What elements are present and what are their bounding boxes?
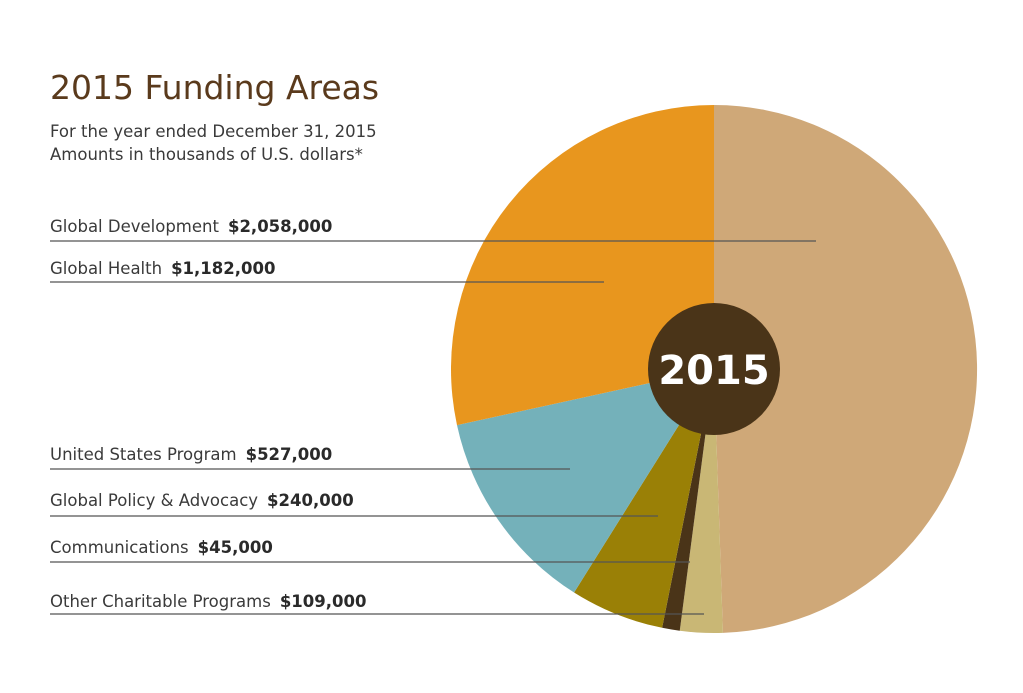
label-communications: Communications $45,000 [50, 538, 273, 557]
label-name-united-states-program: United States Program [50, 445, 237, 464]
label-amount-other-charitable-programs: $109,000 [280, 592, 367, 611]
slice-global-policy-and-advocacy [574, 369, 714, 628]
chart-title: 2015 Funding Areas [50, 68, 380, 107]
label-amount-united-states-program: $527,000 [246, 445, 333, 464]
center-year-label: 2015 [658, 348, 769, 394]
center-disc [648, 303, 780, 435]
label-name-global-development: Global Development [50, 217, 219, 236]
slice-other-charitable-programs [679, 369, 723, 634]
leader-lines [50, 240, 816, 615]
label-global-policy-and-advocacy: Global Policy & Advocacy $240,000 [50, 491, 354, 510]
label-other-charitable-programs: Other Charitable Programs $109,000 [50, 592, 366, 611]
label-united-states-program: United States Program $527,000 [50, 445, 332, 464]
slice-global-health [450, 105, 714, 426]
label-name-global-policy-and-advocacy: Global Policy & Advocacy [50, 491, 258, 510]
label-amount-global-development: $2,058,000 [228, 217, 332, 236]
slice-communications [662, 369, 714, 631]
label-amount-global-policy-and-advocacy: $240,000 [267, 491, 354, 510]
slice-labels: Global Development $2,058,000 Global Healt… [50, 217, 366, 611]
label-global-development: Global Development $2,058,000 [50, 217, 332, 236]
label-amount-global-health: $1,182,000 [171, 259, 275, 278]
label-name-other-charitable-programs: Other Charitable Programs [50, 592, 271, 611]
chart-subtitle-units: Amounts in thousands of U.S. dollars* [50, 145, 363, 164]
slice-global-development [714, 104, 978, 633]
slice-united-states-program [457, 369, 714, 593]
label-amount-communications: $45,000 [198, 538, 273, 557]
label-name-communications: Communications [50, 538, 189, 557]
label-global-health: Global Health $1,182,000 [50, 259, 275, 278]
chart-subtitle-period: For the year ended December 31, 2015 [50, 122, 377, 141]
pie-slices [450, 104, 978, 634]
label-name-global-health: Global Health [50, 259, 162, 278]
